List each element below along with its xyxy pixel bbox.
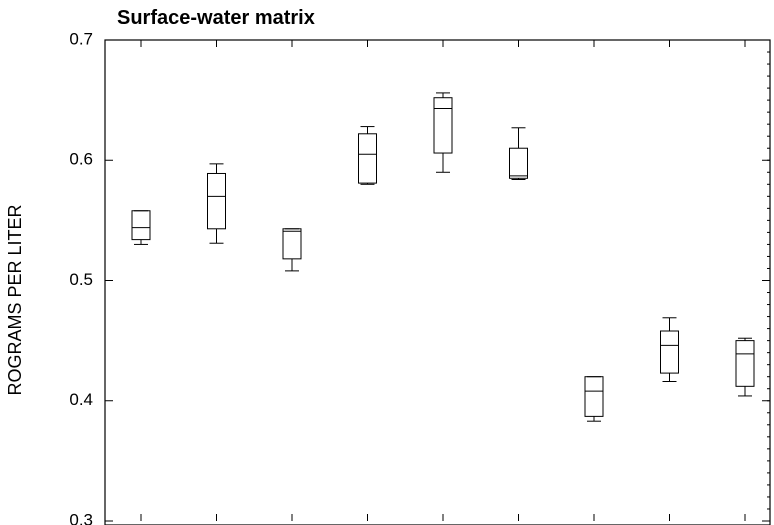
box-iqr	[584, 376, 604, 417]
y-tick-label: 0.6	[69, 150, 93, 169]
boxes	[131, 92, 755, 422]
box-iqr	[282, 228, 302, 260]
box-iqr	[207, 172, 226, 230]
y-tick-label: 0.7	[69, 29, 93, 48]
plot-frame	[104, 39, 771, 525]
box-5	[433, 92, 453, 173]
box-6	[509, 127, 528, 180]
box-iqr	[660, 330, 679, 374]
box-8	[660, 317, 679, 383]
box-iqr	[735, 340, 755, 387]
chart-title: Surface-water matrix	[117, 7, 315, 29]
box-iqr	[509, 147, 528, 179]
box-7	[584, 376, 604, 422]
y-tick-label: 0.3	[69, 510, 93, 525]
box-iqr	[433, 97, 453, 154]
box-2	[207, 163, 226, 244]
box-iqr	[131, 210, 151, 241]
y-axis-label: ROGRAMS PER LITER	[5, 204, 25, 395]
box-iqr	[358, 133, 377, 184]
box-4	[358, 126, 377, 185]
box-1	[131, 210, 151, 245]
y-tick-label: 0.4	[69, 390, 93, 409]
box-9	[735, 337, 755, 397]
y-axis: 0.3 0.4 0.5 0.6 0.7	[69, 29, 770, 525]
y-tick-label: 0.5	[69, 270, 93, 289]
box-3	[282, 228, 302, 272]
right-axis-minor-ticks	[767, 51, 770, 510]
x-axis	[140, 40, 746, 521]
